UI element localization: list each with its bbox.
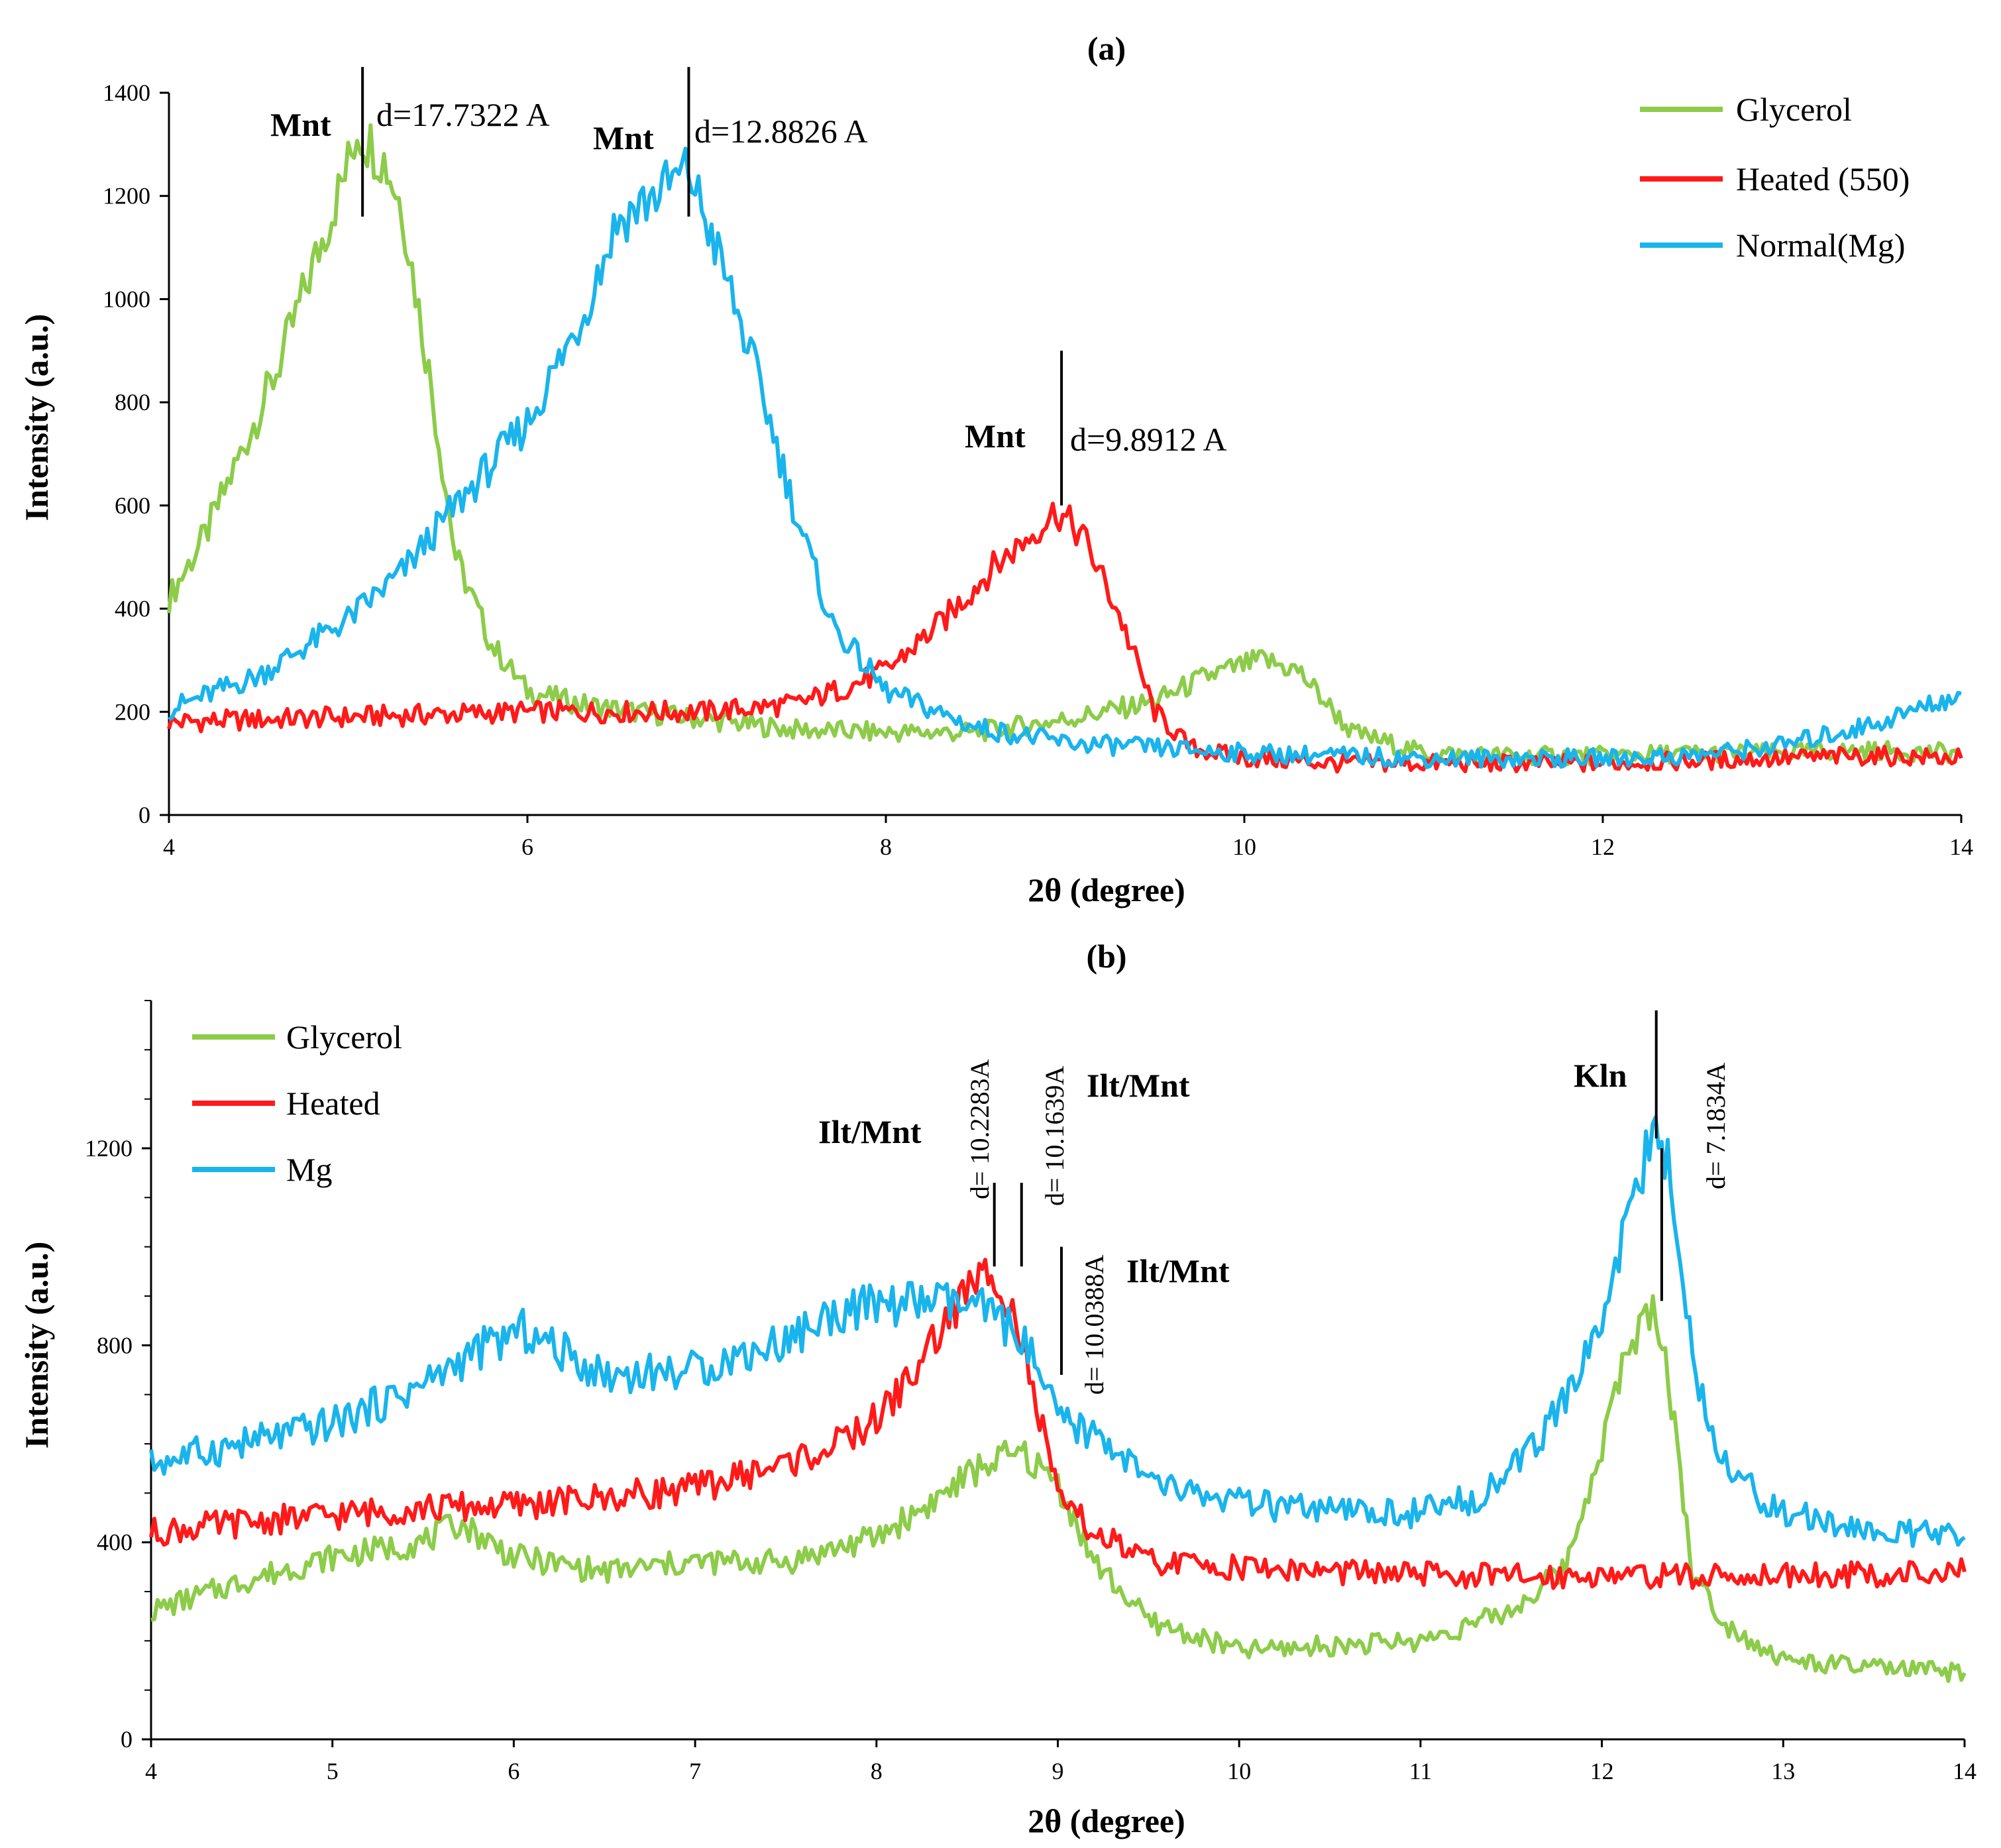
- panel-b-xlabel: 2θ (degree): [1028, 1802, 1185, 1839]
- panel-b: (b) 2θ (degree) Intensity (a.u.) 4 5 6 7 8 9 1…: [18, 938, 1976, 1839]
- b-legend-heated: Heated: [286, 1085, 380, 1122]
- a-ytick-label: 0: [138, 802, 150, 828]
- panel-b-ylabel: Intensity (a.u.): [18, 1242, 55, 1449]
- b-ann-d-4: d= 7.1834A: [1701, 1062, 1731, 1189]
- b-ann-label-3: Ilt/Mnt: [1126, 1252, 1230, 1289]
- b-xtick-label: 9: [1052, 1758, 1064, 1784]
- a-series-mg-line: [168, 146, 1962, 769]
- panel-b-ticks: 4 5 6 7 8 9 10 11 12 13 14 0 400 800 1200: [85, 1000, 1976, 1784]
- a-legend-mg: Normal(Mg): [1736, 227, 1906, 264]
- a-xtick-label: 14: [1949, 834, 1973, 860]
- a-ytick-label: 200: [115, 698, 150, 725]
- b-xtick-label: 14: [1953, 1758, 1976, 1784]
- b-xtick-label: 13: [1771, 1758, 1795, 1784]
- panel-b-series: [149, 1115, 1967, 1683]
- b-legend-mg: Mg: [286, 1151, 332, 1188]
- a-ytick-label: 600: [115, 492, 150, 519]
- b-ytick-label: 800: [97, 1332, 133, 1358]
- panel-b-legend: Glycerol Heated Mg: [192, 1018, 402, 1188]
- a-xtick-label: 6: [521, 834, 533, 860]
- b-xtick-label: 12: [1590, 1758, 1614, 1784]
- b-series-mg-line: [149, 1115, 1966, 1549]
- panel-a-series: [167, 123, 1963, 774]
- b-ann-d-3: d= 10.0388A: [1079, 1254, 1109, 1395]
- b-ytick-label: 1200: [85, 1135, 133, 1162]
- panel-a-xlabel: 2θ (degree): [1028, 871, 1185, 908]
- b-xtick-label: 10: [1227, 1758, 1251, 1784]
- panel-a-ticks: 4 6 8 10 12 14 0 200 400 600 800 1000 1200 1400: [103, 80, 1973, 860]
- panel-a-annotations: Mnt d=17.7322 A Mnt d=12.8826 A Mnt d=9.…: [270, 67, 1227, 506]
- b-ytick-label: 400: [97, 1529, 133, 1556]
- panel-a-title: (a): [1087, 30, 1126, 67]
- b-xtick-label: 11: [1409, 1758, 1433, 1784]
- b-series-heated-line: [149, 1258, 1967, 1590]
- a-xtick-label: 8: [880, 834, 892, 860]
- b-xtick-label: 4: [145, 1758, 157, 1784]
- a-ann-d-1: d=17.7322 A: [376, 96, 550, 133]
- a-ann-d-2: d=12.8826 A: [694, 113, 868, 150]
- b-legend-glycerol: Glycerol: [286, 1018, 402, 1056]
- a-ytick-label: 400: [115, 596, 150, 622]
- b-ann-d-2: d= 10.1639A: [1040, 1065, 1069, 1206]
- b-xtick-label: 5: [327, 1758, 339, 1784]
- a-series-heated-line: [167, 502, 1963, 774]
- b-xtick-label: 8: [871, 1758, 883, 1784]
- b-xtick-label: 6: [508, 1758, 519, 1784]
- panel-a-ylabel: Intensity (a.u.): [18, 314, 55, 521]
- panel-a-legend: Glycerol Heated (550) Normal(Mg): [1640, 91, 1910, 264]
- b-ann-label-1: Ilt/Mnt: [818, 1113, 922, 1150]
- a-legend-heated: Heated (550): [1736, 160, 1910, 197]
- panel-b-title: (b): [1086, 938, 1126, 975]
- b-ann-label-4: Kln: [1574, 1057, 1627, 1094]
- b-xtick-label: 7: [689, 1758, 701, 1784]
- a-ytick-label: 1400: [103, 80, 150, 106]
- a-ytick-label: 1200: [103, 183, 150, 209]
- a-ann-label-1: Mnt: [270, 106, 331, 143]
- a-xtick-label: 4: [163, 834, 175, 860]
- a-xtick-label: 12: [1591, 834, 1615, 860]
- a-legend-glycerol: Glycerol: [1736, 91, 1852, 128]
- b-ann-d-1: d= 10.2283A: [965, 1059, 995, 1199]
- a-series-glycerol-line: [167, 123, 1963, 767]
- a-ann-label-2: Mnt: [593, 119, 654, 156]
- a-ann-d-3: d=9.8912 A: [1070, 421, 1227, 458]
- panel-a: (a) 2θ (degree) Intensity (a.u.) 4 6 8 10 12…: [18, 30, 1973, 908]
- panel-b-annotations: Ilt/Mnt d= 10.2283A Ilt/Mnt d= 10.1639A …: [818, 1010, 1731, 1395]
- b-ytick-label: 0: [121, 1726, 133, 1753]
- a-ann-label-3: Mnt: [965, 417, 1026, 455]
- a-ytick-label: 1000: [103, 286, 150, 312]
- a-xtick-label: 10: [1232, 834, 1256, 860]
- b-series-glycerol-line: [150, 1294, 1967, 1683]
- b-ann-label-2: Ilt/Mnt: [1087, 1067, 1190, 1104]
- a-ytick-label: 800: [115, 389, 150, 415]
